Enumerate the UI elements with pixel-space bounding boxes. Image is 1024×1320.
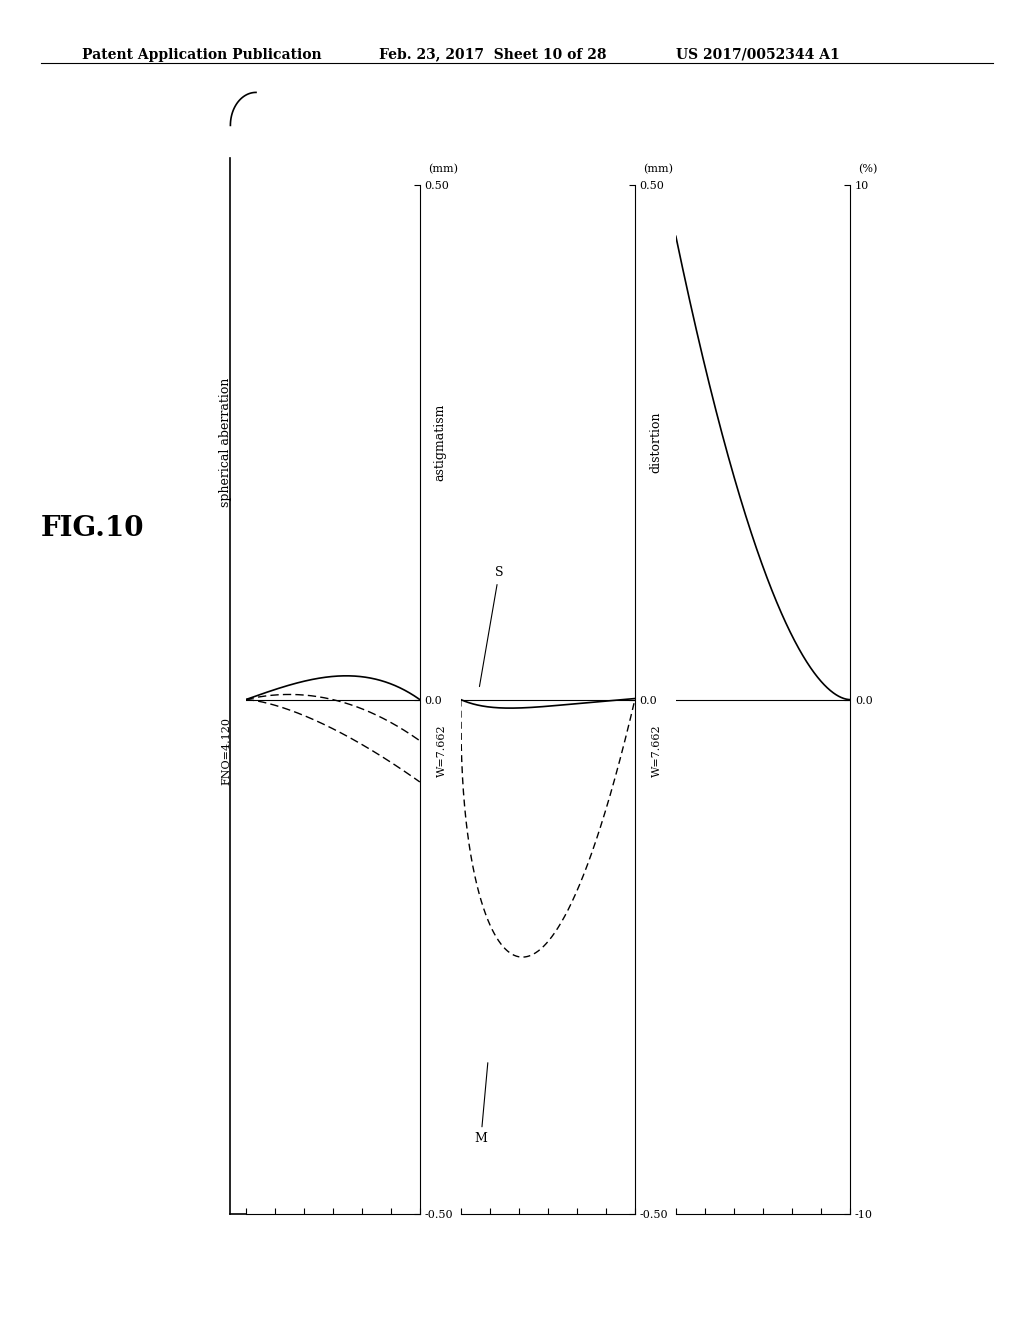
Text: (mm): (mm) (644, 164, 674, 174)
Text: W=7.662: W=7.662 (437, 725, 446, 777)
Text: M: M (474, 1063, 487, 1146)
Text: astigmatism: astigmatism (434, 404, 446, 480)
Text: spherical aberration: spherical aberration (219, 378, 231, 507)
Text: (%): (%) (858, 164, 878, 174)
Text: distortion: distortion (649, 412, 662, 473)
Text: (mm): (mm) (429, 164, 459, 174)
Text: Patent Application Publication: Patent Application Publication (82, 48, 322, 62)
Text: US 2017/0052344 A1: US 2017/0052344 A1 (676, 48, 840, 62)
Text: FNO=4.120: FNO=4.120 (222, 717, 231, 785)
Text: Feb. 23, 2017  Sheet 10 of 28: Feb. 23, 2017 Sheet 10 of 28 (379, 48, 606, 62)
Text: S: S (479, 566, 504, 686)
Text: FIG.10: FIG.10 (40, 515, 144, 541)
Text: W=7.662: W=7.662 (652, 725, 662, 777)
